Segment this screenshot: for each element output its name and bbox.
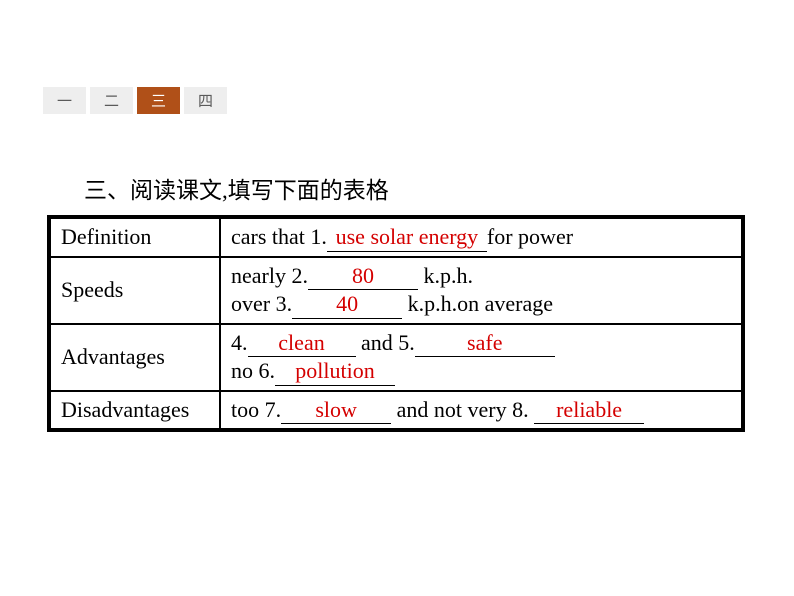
row-content: cars that 1. use solar energy for power [221, 219, 741, 256]
answer-7: slow [315, 397, 357, 422]
blank-1: use solar energy [327, 223, 487, 252]
blank-8: reliable [534, 396, 644, 425]
table-row: Advantages 4. clean and 5. safe no 6. pollu… [51, 323, 741, 390]
table-row: Disadvantages too 7. slow and not very 8.… [51, 390, 741, 429]
table-row: Speeds nearly 2. 80 k.p.h. over 3. 40 k.p.… [51, 256, 741, 323]
table-row: Definition cars that 1. use solar energy f… [51, 219, 741, 256]
answer-8: reliable [556, 397, 622, 422]
blank-5: safe [415, 329, 555, 358]
row-label: Advantages [51, 325, 221, 390]
answer-2: 80 [352, 263, 374, 288]
row-label: Disadvantages [51, 392, 221, 429]
tab-bar: 一 二 三 四 [43, 87, 227, 114]
answer-4: clean [278, 330, 324, 355]
tab-3[interactable]: 三 [137, 87, 180, 114]
answer-1: use solar energy [336, 224, 479, 249]
row-label: Definition [51, 219, 221, 256]
text: and 5. [356, 330, 415, 355]
answer-3: 40 [336, 291, 358, 316]
row-label: Speeds [51, 258, 221, 323]
text: cars that 1. [231, 224, 327, 249]
text: k.p.h.on average [402, 291, 553, 316]
text: no 6. [231, 358, 275, 383]
blank-4: clean [248, 329, 356, 358]
page-title: 三、阅读课文,填写下面的表格 [84, 171, 389, 205]
text: and not very 8. [391, 397, 534, 422]
blank-2: 80 [308, 262, 418, 291]
row-content: 4. clean and 5. safe no 6. pollution [221, 325, 741, 390]
row-content: nearly 2. 80 k.p.h. over 3. 40 k.p.h.on av… [221, 258, 741, 323]
blank-7: slow [281, 396, 391, 425]
answer-6: pollution [295, 358, 374, 383]
text: 4. [231, 330, 248, 355]
worksheet-table: Definition cars that 1. use solar energy f… [47, 215, 745, 432]
answer-5: safe [467, 330, 502, 355]
tab-2[interactable]: 二 [90, 87, 133, 114]
text: for power [487, 224, 573, 249]
blank-6: pollution [275, 357, 395, 386]
tab-1[interactable]: 一 [43, 87, 86, 114]
tab-4[interactable]: 四 [184, 87, 227, 114]
text: k.p.h. [418, 263, 473, 288]
text: nearly 2. [231, 263, 308, 288]
blank-3: 40 [292, 290, 402, 319]
row-content: too 7. slow and not very 8. reliable [221, 392, 741, 429]
text: too 7. [231, 397, 281, 422]
text: over 3. [231, 291, 292, 316]
